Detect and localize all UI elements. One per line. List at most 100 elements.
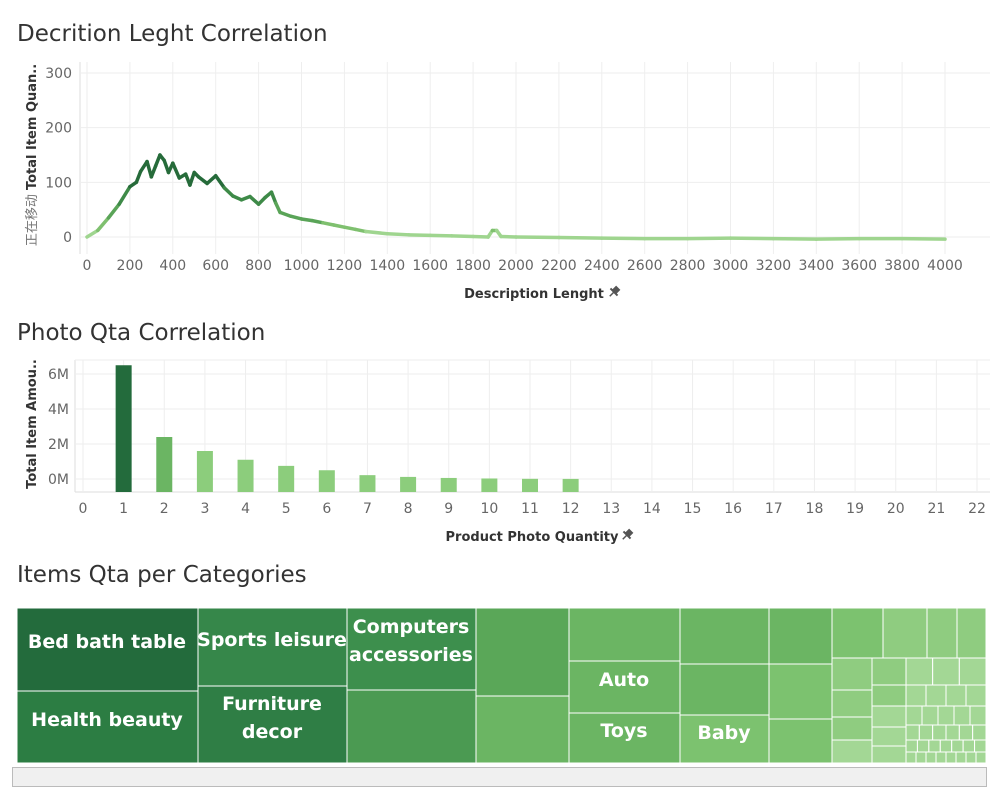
x-tick-label: 6: [322, 501, 331, 517]
x-tick-label: 4: [241, 501, 250, 517]
x-tick-label: 1000: [284, 258, 320, 274]
treemap-cell: [831, 739, 873, 764]
treemap-cell-toys: [568, 712, 681, 764]
treemap-cell: [871, 705, 907, 728]
treemap-cell-health-beauty: [16, 690, 199, 764]
x-tick-label: 12: [562, 501, 580, 517]
x-tick-label: 2000: [498, 258, 534, 274]
x-tick-label: 2400: [584, 258, 620, 274]
treemap-cell: [972, 724, 987, 741]
treemap-cell-computers-accessories: [346, 607, 477, 691]
treemap-cell: [965, 751, 977, 764]
line-segment: [248, 194, 261, 206]
x-tick-label: 21: [927, 501, 945, 517]
line-segment: [600, 236, 647, 241]
horizontal-scrollbar[interactable]: [12, 767, 987, 787]
x-tick-label: 3200: [756, 258, 792, 274]
x-tick-label: 7: [363, 501, 372, 517]
x-tick-label: 3600: [841, 258, 877, 274]
line-segment: [353, 227, 368, 234]
treemap-cell: [951, 739, 964, 753]
bar: [278, 465, 295, 492]
bar-chart-title: Photo Qta Correlation: [17, 320, 266, 346]
treemap-label: Baby: [697, 722, 751, 744]
line-segment: [900, 236, 947, 241]
line-segment: [196, 175, 209, 186]
bar: [481, 478, 498, 492]
treemap-cell: [916, 739, 930, 753]
x-tick-label: 15: [684, 501, 702, 517]
line-segment: [499, 234, 518, 239]
line-segment: [728, 236, 776, 241]
treemap-cell: [958, 657, 987, 686]
x-tick-label: 1200: [327, 258, 363, 274]
treemap-cell: [921, 705, 939, 726]
x-tick-label: 16: [724, 501, 742, 517]
line-segment: [213, 174, 227, 190]
bar: [196, 451, 213, 492]
x-tick-label: 9: [444, 501, 453, 517]
treemap-cell: [871, 726, 907, 747]
x-tick-label: 17: [765, 501, 783, 517]
x-tick-label: 4000: [927, 258, 963, 274]
treemap-cell: [831, 657, 873, 691]
y-tick-label: 100: [45, 175, 72, 191]
treemap: Bed bath table Health beauty Sports leisur…: [16, 607, 987, 764]
treemap-cell: [918, 724, 934, 741]
line-segment: [171, 161, 181, 180]
bar: [359, 475, 376, 492]
x-tick-label: 22: [968, 501, 986, 517]
line-segment: [364, 229, 390, 236]
x-tick-label: 1400: [369, 258, 405, 274]
x-tick-label: 14: [643, 501, 661, 517]
x-tick-label: 400: [159, 258, 186, 274]
line-segment: [289, 214, 304, 221]
line-segment: [149, 164, 158, 179]
treemap-cell: [768, 663, 833, 720]
treemap-cell: [935, 751, 947, 764]
x-axis-title: Description Lenght: [464, 287, 604, 302]
treemap-cell: [937, 705, 955, 726]
treemap-cell: [905, 657, 934, 686]
x-tick-label: 1: [119, 501, 128, 517]
line-segment: [428, 233, 454, 238]
x-tick-label: 3800: [884, 258, 920, 274]
treemap-cell: [928, 739, 941, 753]
treemap-cell: [956, 607, 987, 659]
x-tick-label: 20: [887, 501, 905, 517]
y-tick-label: 0M: [48, 472, 69, 488]
treemap-cell: [568, 607, 681, 662]
treemap-cell: [871, 684, 907, 707]
treemap-cell: [831, 607, 884, 659]
treemap-cell: [932, 724, 947, 741]
line-chart-title: Decrition Leght Correlation: [17, 21, 328, 47]
treemap-cell: [871, 745, 907, 764]
treemap-cell: [768, 607, 833, 665]
line-segment: [299, 217, 314, 223]
x-tick-label: 2200: [541, 258, 577, 274]
y-tick-label: 0: [63, 230, 72, 246]
treemap-cell: [475, 695, 570, 764]
treemap-cell: [955, 751, 967, 764]
bar: [440, 477, 457, 492]
treemap-cell: [925, 684, 947, 707]
y-tick-label: 4M: [48, 402, 69, 418]
line-segment: [269, 190, 278, 205]
x-tick-label: 5: [282, 501, 291, 517]
treemap-cell: [905, 751, 917, 764]
line-segment: [85, 228, 100, 239]
treemap-cell: [882, 607, 928, 659]
treemap-cell: [905, 739, 918, 753]
treemap-label: Bed bath table: [28, 631, 186, 653]
x-tick-label: 3: [200, 501, 209, 517]
line-segment: [188, 170, 196, 187]
line-segment: [134, 169, 143, 185]
treemap-cell: [965, 684, 987, 707]
bar: [562, 478, 579, 492]
treemap-cell-baby: [679, 714, 770, 764]
treemap-cell: [939, 739, 953, 753]
treemap-cell: [905, 684, 927, 707]
line-segment: [514, 235, 561, 240]
treemap-cell: [925, 751, 937, 764]
treemap-cell: [831, 689, 873, 718]
